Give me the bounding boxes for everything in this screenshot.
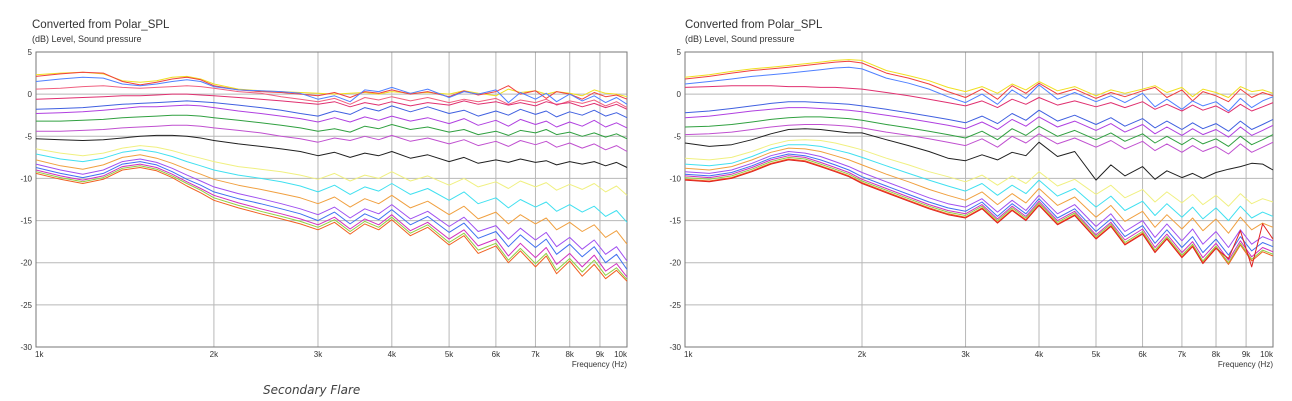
x-tick-label: 10k xyxy=(614,350,628,359)
x-tick-label: 7k xyxy=(1178,350,1187,359)
x-axis-label: Frequency (Hz) xyxy=(1218,360,1273,369)
x-tick-label: 4k xyxy=(1035,350,1044,359)
x-tick-label: 3k xyxy=(314,350,323,359)
series-line xyxy=(684,66,1274,112)
x-tick-label: 5k xyxy=(445,350,454,359)
plot-frame xyxy=(35,51,628,348)
y-tick-label: -15 xyxy=(669,217,681,226)
series-line xyxy=(684,151,1274,248)
x-tick-label: 9k xyxy=(1242,350,1251,359)
series-line xyxy=(684,59,1274,98)
x-tick-label: 1k xyxy=(684,350,693,359)
x-tick-label: 6k xyxy=(492,350,501,359)
series-line xyxy=(35,71,628,100)
chart-title: Converted from Polar_SPL xyxy=(685,19,823,31)
y-tick-label: 5 xyxy=(28,48,33,57)
chart-left: Converted from Polar_SPL (dB) Level, Soun… xyxy=(20,19,628,369)
series-line xyxy=(684,147,1274,234)
series-line xyxy=(684,144,1274,222)
figure-caption: Secondary Flare xyxy=(263,383,361,397)
series-line xyxy=(684,139,1274,207)
x-tick-label: 10k xyxy=(1260,350,1274,359)
series-line xyxy=(684,107,1274,138)
series-line xyxy=(35,104,628,129)
series-line xyxy=(684,156,1274,264)
y-tick-label: -10 xyxy=(669,174,681,183)
series-line xyxy=(35,158,628,262)
y-tick-label: 0 xyxy=(28,90,33,99)
series-line xyxy=(684,159,1274,268)
y-tick-label: -30 xyxy=(669,343,681,352)
series-line xyxy=(35,100,628,119)
y-tick-label: 0 xyxy=(677,90,682,99)
series-line xyxy=(36,124,628,152)
y-tick-label: -5 xyxy=(674,132,682,141)
y-tick-label: -20 xyxy=(20,259,32,268)
series-line xyxy=(684,60,1274,103)
x-tick-label: 2k xyxy=(858,350,867,359)
series-line xyxy=(35,167,628,282)
series-line xyxy=(684,85,1274,114)
series-line xyxy=(684,101,1274,132)
x-tick-label: 5k xyxy=(1092,350,1101,359)
x-tick-label: 9k xyxy=(596,350,605,359)
y-tick-label: -15 xyxy=(20,217,32,226)
y-tick-label: -30 xyxy=(20,343,32,352)
series-line xyxy=(35,149,628,223)
y-axis-label: (dB) Level, Sound pressure xyxy=(685,34,795,44)
series-line xyxy=(35,134,628,168)
series-line xyxy=(684,124,1274,155)
x-tick-label: 2k xyxy=(210,350,219,359)
y-tick-label: -10 xyxy=(20,174,32,183)
series-line xyxy=(35,145,628,196)
x-axis-label: Frequency (Hz) xyxy=(572,360,627,369)
x-tick-label: 4k xyxy=(388,350,397,359)
series-line xyxy=(35,93,628,110)
x-tick-label: 1k xyxy=(35,350,44,359)
x-tick-label: 3k xyxy=(961,350,970,359)
series-line xyxy=(35,163,628,278)
y-tick-label: -25 xyxy=(20,301,32,310)
y-tick-label: -20 xyxy=(669,259,681,268)
x-tick-label: 6k xyxy=(1138,350,1147,359)
plot-frame xyxy=(684,51,1274,348)
y-tick-label: -5 xyxy=(25,132,33,141)
series-line xyxy=(684,116,1274,147)
y-tick-label: 5 xyxy=(677,48,682,57)
series-line xyxy=(35,76,628,105)
series-line xyxy=(35,71,628,98)
series-line xyxy=(35,165,628,280)
chart-right: Converted from Polar_SPL (dB) Level, Soun… xyxy=(669,19,1274,369)
series-line xyxy=(684,153,1274,256)
x-tick-label: 8k xyxy=(565,350,574,359)
series-line xyxy=(35,161,628,270)
y-axis-label: (dB) Level, Sound pressure xyxy=(32,34,142,44)
series-line xyxy=(36,114,628,140)
x-tick-label: 8k xyxy=(1212,350,1221,359)
series-line xyxy=(684,128,1274,181)
y-tick-label: -25 xyxy=(669,301,681,310)
series-line xyxy=(684,155,1274,261)
chart-title: Converted from Polar_SPL xyxy=(32,19,170,31)
plot-area xyxy=(685,52,1273,347)
series-line xyxy=(35,154,628,245)
x-tick-label: 7k xyxy=(531,350,540,359)
